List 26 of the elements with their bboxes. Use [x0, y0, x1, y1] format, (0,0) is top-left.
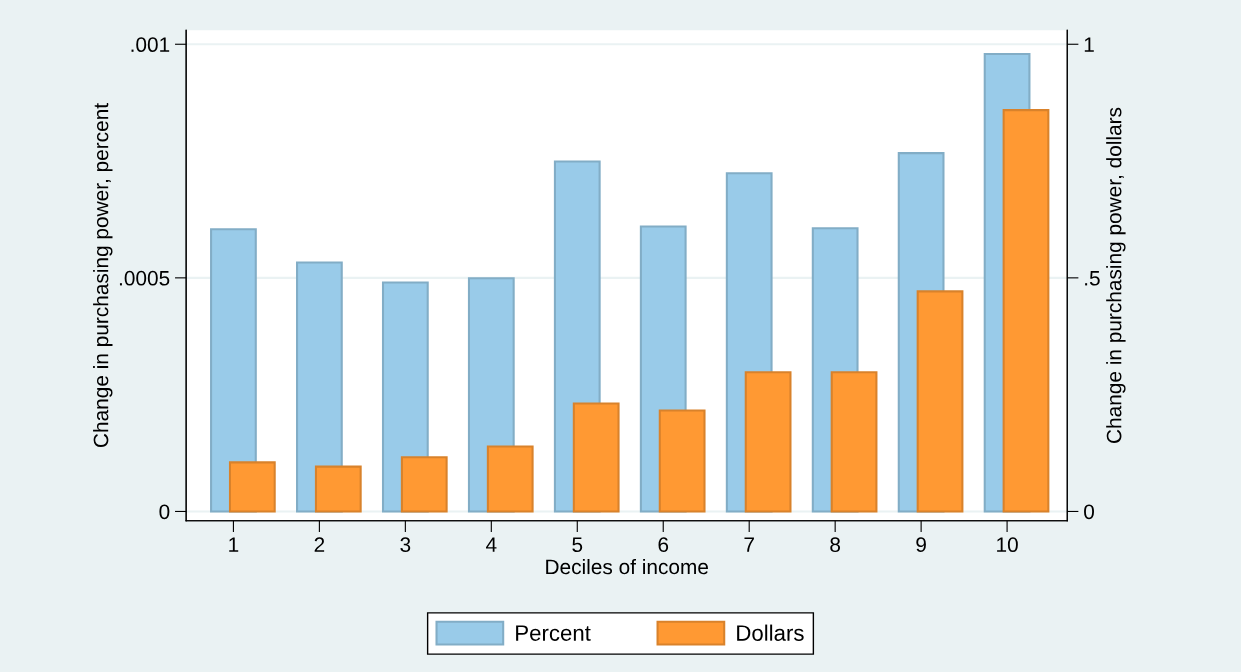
legend-label: Percent: [516, 625, 591, 641]
x-tick-label: 4: [486, 537, 497, 552]
x-tick-label: 9: [916, 537, 926, 553]
bar: [486, 445, 534, 513]
y-tick-label: 0: [159, 504, 170, 520]
y2-tick-label: .5: [1085, 271, 1100, 286]
y2-tick-label: 1: [1084, 37, 1094, 52]
bar: [572, 402, 620, 513]
x-tick-label: 1: [229, 537, 239, 552]
x-tick-label: 2: [314, 537, 325, 552]
x-tick-label: 6: [658, 537, 669, 553]
x-tick-label: 8: [830, 537, 841, 553]
x-tick-label: 3: [400, 537, 411, 553]
bar: [314, 465, 362, 513]
legend-label: Dollars: [737, 624, 804, 641]
bar: [228, 461, 276, 513]
y2-tick-label: 0: [1084, 504, 1094, 520]
x-tick-label: 5: [572, 537, 583, 553]
y-tick-label: .0005: [119, 270, 170, 286]
y2-axis-title: Change in purchasing power, dollars: [1106, 107, 1126, 443]
x-axis-title: Deciles of income: [546, 558, 708, 575]
y-tick-label: .001: [131, 37, 170, 53]
x-tick-label: 10: [997, 537, 1018, 553]
y-axis-title: Change in purchasing power, percent: [93, 103, 113, 448]
bar: [400, 456, 448, 513]
x-tick-label: 7: [744, 537, 754, 552]
